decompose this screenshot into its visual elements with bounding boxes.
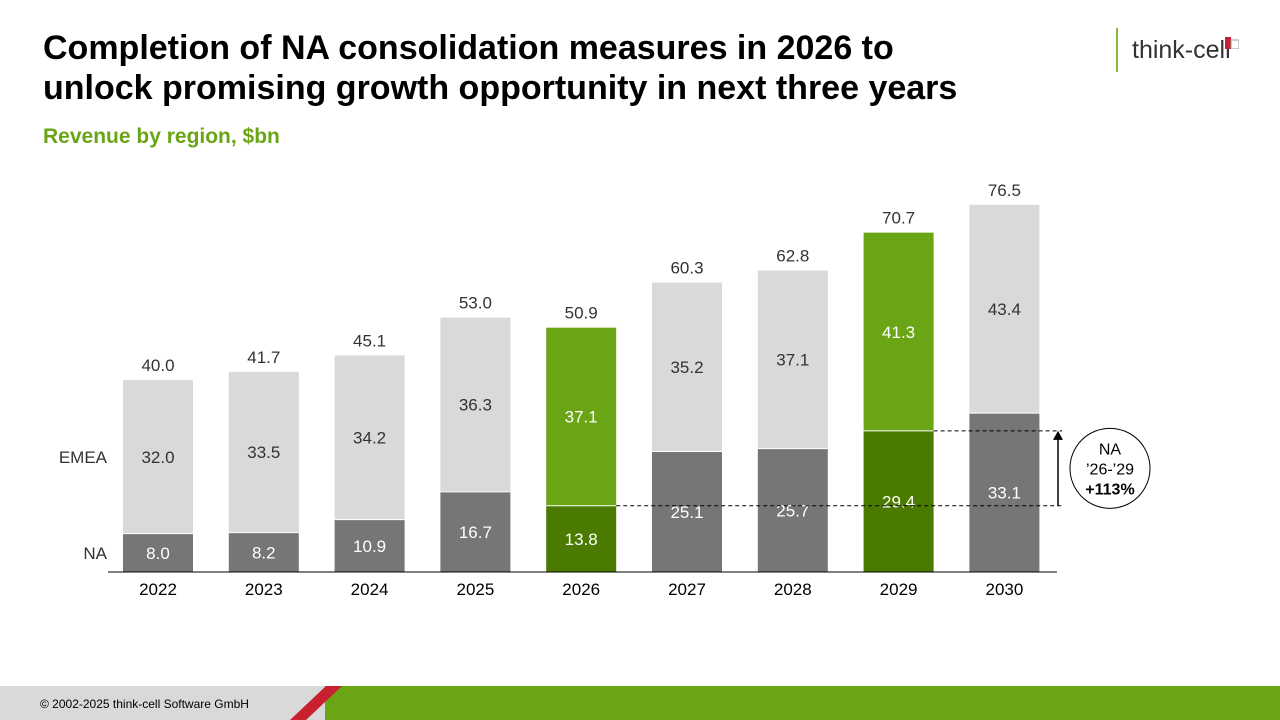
tick-label-2030: 2030: [985, 580, 1023, 599]
bar-emea-2024: [334, 355, 405, 520]
label-total-2027: 60.3: [670, 259, 703, 278]
footer-copyright: © 2002-2025 think-cell Software GmbH: [40, 697, 249, 711]
page-title: Completion of NA consolidation measures …: [43, 28, 1093, 108]
bar-na-2027: [652, 451, 722, 572]
think-cell-logo: think-cell: [1116, 28, 1231, 72]
label-emea-2028: 37.1: [776, 351, 809, 370]
annotation-label-line-1: NA: [1099, 441, 1122, 458]
bar-na-2029: [863, 430, 934, 572]
label-na-2026: 13.8: [565, 530, 598, 549]
title-line-1: Completion of NA consolidation measures …: [43, 29, 894, 67]
label-na-2025: 16.7: [459, 523, 492, 542]
label-na-2028: 25.7: [776, 501, 809, 520]
legend-emea: EMEA: [59, 448, 108, 467]
label-total-2026: 50.9: [565, 304, 598, 323]
bar-na-2025: [440, 491, 511, 572]
tick-label-2023: 2023: [245, 580, 283, 599]
label-emea-2027: 35.2: [670, 358, 703, 377]
bar-emea-2023: [228, 371, 299, 533]
label-total-2023: 41.7: [247, 348, 280, 367]
tick-label-2029: 2029: [880, 580, 918, 599]
tick-label-2025: 2025: [456, 580, 494, 599]
chart-subtitle: Revenue by region, $bn: [43, 125, 280, 148]
bar-na-2024: [334, 519, 405, 572]
annotation-arrowhead: [1053, 430, 1063, 440]
bar-emea-2026: [546, 327, 617, 506]
bar-na-2023: [228, 532, 299, 572]
think-cell-logo-icon: [1225, 37, 1239, 49]
label-total-2024: 45.1: [353, 332, 386, 351]
label-emea-2026: 37.1: [565, 408, 598, 427]
title-line-2: unlock promising growth opportunity in n…: [43, 69, 958, 107]
bar-emea-2030: [969, 204, 1040, 414]
label-na-2030: 33.1: [988, 484, 1021, 503]
bar-na-2022: [123, 533, 193, 572]
label-total-2025: 53.0: [459, 294, 492, 313]
label-emea-2029: 41.3: [882, 323, 915, 342]
label-na-2029: 29.4: [882, 492, 915, 511]
tick-label-2026: 2026: [562, 580, 600, 599]
annotation-label-line-2: ’26-’29: [1086, 461, 1134, 478]
label-total-2022: 40.0: [141, 356, 174, 375]
bar-emea-2022: [123, 380, 193, 534]
bar-na-2028: [757, 448, 828, 572]
bar-emea-2029: [863, 232, 934, 431]
label-emea-2023: 33.5: [247, 443, 280, 462]
bar-na-2026: [546, 505, 617, 572]
tick-label-2024: 2024: [351, 580, 389, 599]
label-emea-2022: 32.0: [141, 448, 174, 467]
label-na-2022: 8.0: [146, 544, 170, 563]
label-total-2028: 62.8: [776, 247, 809, 266]
label-total-2030: 76.5: [988, 181, 1021, 200]
tick-label-2027: 2027: [668, 580, 706, 599]
footer-accent-green: [325, 686, 1280, 720]
annotation-circle: [1069, 427, 1151, 509]
bar-emea-2025: [440, 317, 511, 492]
label-na-2027: 25.1: [670, 503, 703, 522]
bar-emea-2027: [652, 282, 722, 452]
legend-na: NA: [83, 544, 107, 563]
label-na-2023: 8.2: [252, 543, 276, 562]
bar-na-2030: [969, 413, 1040, 572]
label-emea-2025: 36.3: [459, 396, 492, 415]
label-emea-2024: 34.2: [353, 429, 386, 448]
label-na-2024: 10.9: [353, 537, 386, 556]
stacked-bar-chart: 8.0 32.0 40.0 2022 8.2 33.5 41.7 2023 10.9 34.2 45…: [59, 181, 1151, 599]
bar-emea-2028: [757, 270, 828, 449]
label-total-2029: 70.7: [882, 209, 915, 228]
label-emea-2030: 43.4: [988, 300, 1021, 319]
tick-label-2028: 2028: [774, 580, 812, 599]
annotation-label-line-3: +113%: [1085, 481, 1134, 498]
tick-label-2022: 2022: [139, 580, 177, 599]
